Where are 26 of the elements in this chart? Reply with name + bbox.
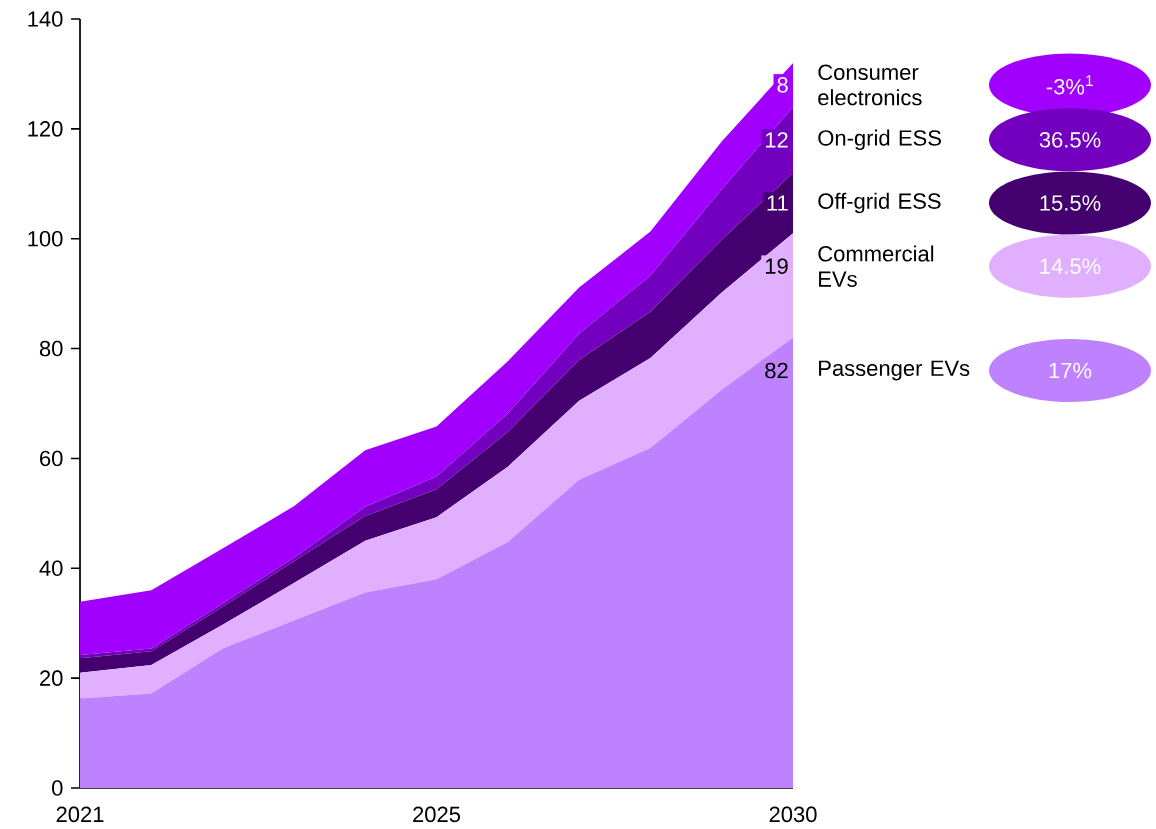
y-tick-label: 0 [52,780,63,796]
y-tick-label: 40 [39,560,63,577]
y-tick-label: 20 [40,670,63,686]
text: 36.5% [1039,132,1101,148]
data-label: 82 [765,362,788,379]
data-label: 8 [777,77,788,93]
y-tick-label: 80 [39,340,63,357]
x-tick-label: 2030 [769,806,817,823]
legend-label: On-grid ESS [818,129,941,151]
y-tick-label: 100 [28,230,63,247]
x-tick-label: 2021 [56,806,104,823]
legend-label: Commercial EVs [818,245,934,287]
text: 15.5% [1040,195,1101,211]
text: 14.5% [1040,258,1101,274]
legend-label: Passenger EVs [819,360,970,381]
data-label: 11 [767,195,788,211]
legend-label: Off-grid ESS [818,192,941,214]
data-label: 19 [765,258,788,274]
text: -3%$^{1}$ [1046,75,1093,95]
data-label: 12 [765,132,788,148]
y-tick-label: 60 [40,450,63,467]
y-tick-label: 140 [28,11,63,27]
x-tick-label: 2025 [413,806,461,823]
text: 17% [1049,362,1092,379]
y-tick-label: 120 [28,121,63,137]
legend-label: Consumer electronics [818,64,922,106]
